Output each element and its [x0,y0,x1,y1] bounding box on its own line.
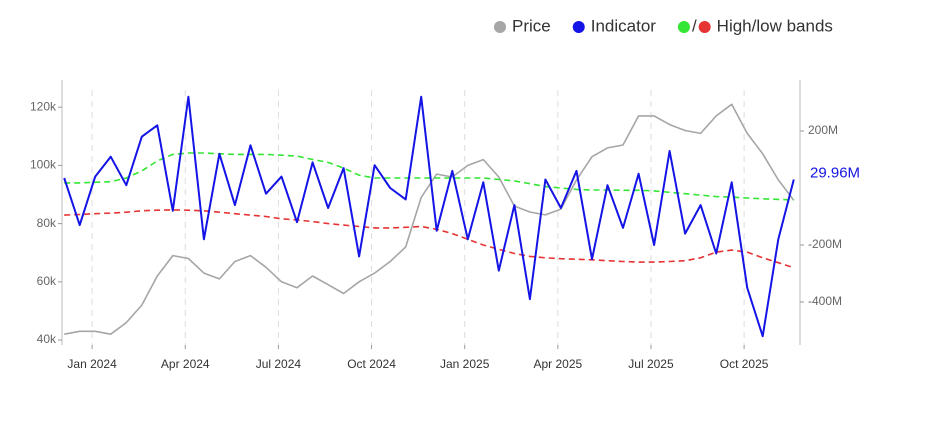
y-tick-label: 40k [37,332,57,346]
indicator-line [63,95,795,338]
y-tick-label: 120k [30,99,57,113]
y2-tick-label: -200M [808,237,842,251]
legend-marker [494,21,506,33]
legend-label: Indicator [591,16,657,35]
x-tick-label: Jan 2025 [440,357,490,371]
legend-marker [572,21,585,33]
low-band [64,209,795,269]
y-tick-label: 80k [37,216,57,230]
x-tick-label: Jan 2024 [67,357,117,371]
price-line [64,103,795,335]
legend-label: Price [512,16,551,35]
legend-marker [677,21,690,33]
y2-tick-label: -400M [808,294,842,308]
y-tick-label: 60k [37,274,57,288]
x-tick-label: Oct 2024 [347,357,396,371]
x-tick-label: Jul 2025 [628,357,674,371]
x-tick-label: Oct 2025 [720,357,769,371]
legend-marker [698,21,711,33]
legend-label: High/low bands [717,16,833,35]
x-tick-label: Apr 2024 [161,357,210,371]
legend-separator: / [692,16,697,35]
value-annotation: 29.96M [810,164,860,181]
x-tick-label: Jul 2024 [256,357,302,371]
y2-tick-label: 200M [808,123,838,137]
high-band [64,152,794,201]
y-tick-label: 100k [30,158,57,172]
legend: Price Indicator / High/low bands [494,16,833,35]
x-tick-label: Apr 2025 [533,357,582,371]
